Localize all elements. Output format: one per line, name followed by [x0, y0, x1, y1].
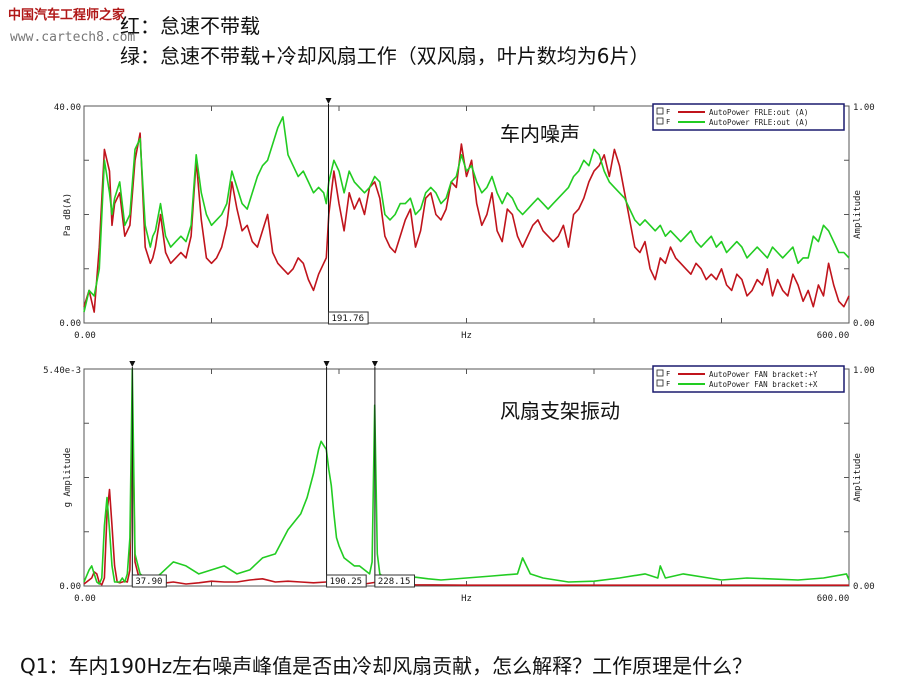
- header-line-green: 绿：怠速不带载+冷却风扇工作（双风扇，叶片数均为6片）: [120, 44, 650, 68]
- chart1-series-2-line: [83, 116, 850, 313]
- watermark-site-name: 中国汽车工程师之家: [8, 8, 126, 23]
- chart2-cursor-label-box: [326, 574, 367, 588]
- chart2-right-tick-label-max: 1.00: [853, 366, 875, 376]
- chart2-cursor-marker: [371, 361, 378, 367]
- chart1-cursor-label-box: [327, 311, 369, 325]
- chart2-y-axis-label: g Amplitude: [63, 448, 73, 508]
- chart1-y-axis-label: Pa dB(A): [63, 193, 73, 236]
- chart1-legend-entry: AutoPower FRLE:out (A): [709, 118, 808, 127]
- chart2-right-tick-label-min: 0.00: [853, 582, 875, 592]
- chart1-y-tick-label-max: 40.00: [54, 103, 81, 113]
- chart1-legend-f-label: F: [666, 108, 670, 116]
- chart1-right-tick-label-max: 1.00: [853, 103, 875, 113]
- chart2-legend-entry: AutoPower FAN bracket:+Y: [709, 370, 818, 379]
- chart1-x-tick-label-min: 0.00: [74, 331, 96, 341]
- chart2-legend-box: [652, 365, 845, 393]
- chart1-right-axis-label: Amplitude: [853, 190, 863, 239]
- header-line-red: 红：怠速不带载: [120, 14, 260, 38]
- chart2-cursor-label: 228.15: [378, 577, 411, 587]
- chart2-legend-f-label: F: [666, 370, 670, 378]
- chart1-legend-f-label: F: [666, 118, 670, 126]
- chart2-legend-checkbox: [656, 379, 664, 387]
- chart2-annotation: 风扇支架振动: [500, 399, 620, 423]
- chart2-cursor-label: 190.25: [330, 577, 363, 587]
- chart1-x-tick-label-max: 600.00: [817, 331, 850, 341]
- chart2-cursor-label-box: [374, 574, 415, 588]
- chart2-y-tick-label-max: 5.40e-3: [43, 366, 81, 376]
- chart2-cursor-marker: [129, 361, 136, 367]
- chart2-x-tick-label-max: 600.00: [817, 594, 850, 604]
- chart2-x-tick-label-min: 0.00: [74, 594, 96, 604]
- chart1-legend-entry: AutoPower FRLE:out (A): [709, 108, 808, 117]
- chart1-legend-checkbox: [656, 117, 664, 125]
- chart1-cursor-marker: [325, 98, 332, 104]
- chart1-right-tick-label-min: 0.00: [853, 319, 875, 329]
- chart1-annotation: 车内噪声: [500, 122, 580, 146]
- chart1-cursor-label: 191.76: [331, 314, 364, 324]
- chart2-cursor-marker: [323, 361, 330, 367]
- watermark-url: www.cartech8.com: [10, 30, 136, 45]
- chart1-plot-frame: [83, 105, 850, 324]
- chart2-series-2-line: [83, 368, 850, 585]
- chart1-legend-box: [652, 103, 845, 131]
- chart2-cursor-label: 37.90: [135, 577, 162, 587]
- chart1-y-tick-label-min: 0.00: [59, 319, 81, 329]
- chart2-x-axis-label: Hz: [461, 594, 472, 604]
- chart2-right-axis-label: Amplitude: [853, 453, 863, 502]
- chart2-legend-checkbox: [656, 369, 664, 377]
- question-text: Q1：车内190Hz左右噪声峰值是否由冷却风扇贡献，怎么解释？工作原理是什么？: [20, 654, 753, 678]
- chart1-legend-checkbox: [656, 107, 664, 115]
- chart2-legend-f-label: F: [666, 380, 670, 388]
- chart2-cursor-label-box: [131, 574, 167, 588]
- chart2-y-tick-label-min: 0.00: [59, 582, 81, 592]
- chart2-plot-frame: [83, 368, 850, 587]
- chart2-legend-entry: AutoPower FAN bracket:+X: [709, 380, 818, 389]
- chart1-x-axis-label: Hz: [461, 331, 472, 341]
